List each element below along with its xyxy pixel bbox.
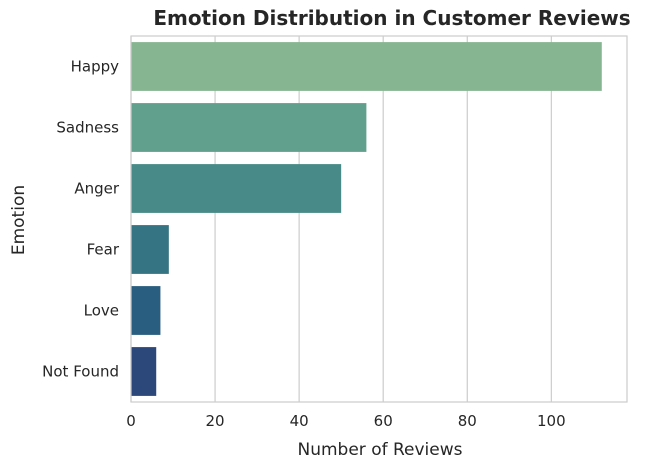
bar-fear — [131, 225, 169, 274]
grid-layer — [130, 36, 552, 402]
x-tick-label-100: 100 — [537, 412, 566, 430]
y-tick-label-happy: Happy — [71, 58, 120, 76]
x-axis-label: Number of Reviews — [298, 440, 463, 460]
x-tick-label-80: 80 — [458, 412, 477, 430]
bar-not-found — [131, 347, 157, 396]
y-tick-label-love: Love — [84, 302, 119, 320]
y-tick-label-fear: Fear — [87, 241, 120, 259]
y-axis-label: Emotion — [9, 185, 29, 255]
plot-frame — [130, 35, 628, 403]
bar-happy — [131, 42, 602, 91]
y-tick-label-anger: Anger — [74, 180, 120, 198]
x-tick-label-20: 20 — [206, 412, 225, 430]
chart-title: Emotion Distribution in Customer Reviews — [153, 6, 630, 30]
x-tick-label-0: 0 — [126, 412, 136, 430]
x-tick-label-60: 60 — [374, 412, 393, 430]
x-tick-labels: 0 20 40 60 80 100 — [126, 412, 565, 430]
y-tick-label-sadness: Sadness — [56, 119, 119, 137]
bar-anger — [131, 164, 342, 213]
y-tick-labels: Happy Sadness Anger Fear Love Not Found — [42, 58, 120, 381]
bars-layer — [131, 42, 602, 396]
y-tick-label-not-found: Not Found — [42, 363, 119, 381]
bar-love — [131, 286, 161, 335]
x-tick-label-40: 40 — [290, 412, 309, 430]
bar-sadness — [131, 103, 367, 152]
